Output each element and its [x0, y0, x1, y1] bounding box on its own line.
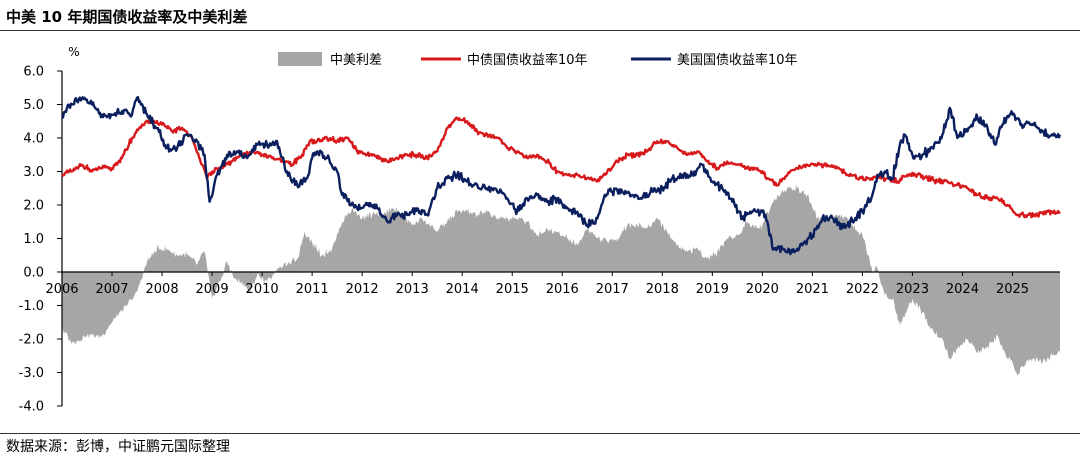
- y-tick-label: -4.0: [19, 400, 44, 415]
- y-tick-label: 0.0: [23, 266, 44, 281]
- title-divider: [0, 30, 1080, 31]
- x-tick-label: 2010: [246, 282, 279, 297]
- x-tick-label: 2006: [45, 282, 78, 297]
- lines-layer: [61, 96, 1062, 256]
- series-line-china-10y: [61, 116, 1061, 219]
- series-area-spread: [62, 185, 1060, 376]
- x-tick-label: 2020: [746, 282, 779, 297]
- x-tick-label: 2014: [446, 282, 479, 297]
- spread-area-layer: [62, 185, 1060, 376]
- x-tick-label: 2025: [996, 282, 1029, 297]
- legend-swatch: [278, 52, 322, 66]
- x-tick-label: 2017: [596, 282, 629, 297]
- series-line-us-10y: [61, 96, 1062, 256]
- y-tick-label: -2.0: [19, 333, 44, 348]
- x-tick-label: 2007: [95, 282, 128, 297]
- legend-item-china-10y: 中债国债收益率10年: [421, 52, 588, 68]
- y-tick-label: 5.0: [23, 98, 44, 113]
- chart: 6.0 5.0 4.0 3.0 2.0 1.0 0.0 -1.0 -2.0 -3.0 -4.0% 20…: [19, 45, 1062, 415]
- legend-item-spread: 中美利差: [278, 52, 382, 68]
- x-tick-label: 2013: [396, 282, 429, 297]
- y-tick-label: 1.0: [23, 232, 44, 247]
- x-tick-label: 2009: [196, 282, 229, 297]
- x-tick-label: 2015: [496, 282, 529, 297]
- legend-item-us-10y: 美国国债收益率10年: [631, 52, 798, 68]
- legend-label: 中债国债收益率10年: [467, 52, 588, 68]
- x-tick-label: 2021: [796, 282, 829, 297]
- axes-layer: 6.0 5.0 4.0 3.0 2.0 1.0 0.0 -1.0 -2.0 -3.0 -4.0% 20…: [19, 45, 1060, 415]
- x-tick-label: 2008: [146, 282, 179, 297]
- y-tick-label: -3.0: [19, 366, 44, 381]
- source-divider: [0, 433, 1080, 434]
- y-tick-label: 6.0: [23, 65, 44, 80]
- x-tick-label: 2019: [696, 282, 729, 297]
- x-tick-label: 2011: [296, 282, 329, 297]
- x-tick-label: 2024: [946, 282, 979, 297]
- legend-label: 中美利差: [330, 53, 382, 68]
- y-tick-label: -1.0: [19, 299, 44, 314]
- x-tick-label: 2022: [846, 282, 879, 297]
- y-tick-label: 4.0: [23, 132, 44, 147]
- y-tick-label: 3.0: [23, 165, 44, 180]
- legend: 中美利差 中债国债收益率10年 美国国债收益率10年: [278, 52, 798, 68]
- x-tick-label: 2018: [646, 282, 679, 297]
- y-unit-label: %: [68, 45, 79, 59]
- x-tick-label: 2012: [346, 282, 379, 297]
- x-tick-label: 2023: [896, 282, 929, 297]
- page-title: 中美 10 年期国债收益率及中美利差: [6, 8, 248, 26]
- x-tick-label: 2016: [546, 282, 579, 297]
- data-source-note: 数据来源：彭博，中证鹏元国际整理: [6, 439, 230, 455]
- y-tick-label: 2.0: [23, 199, 44, 214]
- legend-label: 美国国债收益率10年: [677, 52, 798, 68]
